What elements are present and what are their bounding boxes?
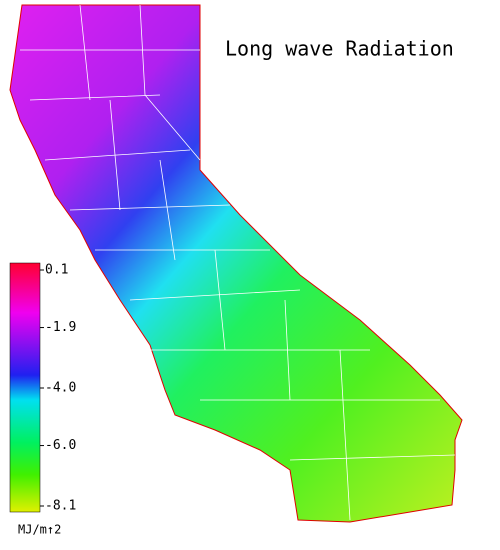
tick-label: -4.0 [45,381,76,396]
tick-label: 0.1 [45,263,68,278]
colorbar [9,262,41,513]
colorbar-unit: MJ/m↑2 [18,523,61,537]
map-title: Long wave Radiation [225,37,454,61]
colorbar-ticks: 0.1 -1.9 -4.0 -6.0 -8.1 [40,263,76,514]
tick-label: -6.0 [45,438,76,453]
county-lines [20,4,456,521]
california-shape [9,4,463,523]
tick-label: -1.9 [45,320,76,335]
tick-label: -8.1 [45,499,76,514]
